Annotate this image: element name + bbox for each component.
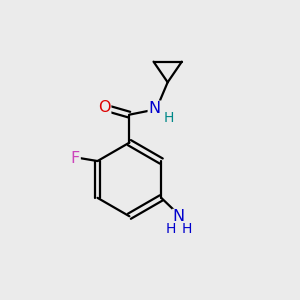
Text: O: O: [98, 100, 111, 115]
Text: N: N: [148, 101, 160, 116]
Text: H: H: [182, 222, 192, 236]
Text: H: H: [166, 222, 176, 236]
Text: H: H: [164, 111, 174, 124]
Text: F: F: [71, 151, 80, 166]
Text: N: N: [173, 209, 185, 224]
